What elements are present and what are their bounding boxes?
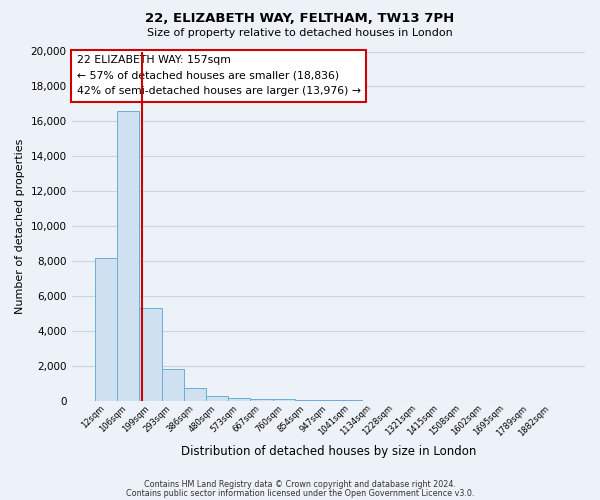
Bar — [139, 308, 161, 400]
Text: Contains HM Land Registry data © Crown copyright and database right 2024.: Contains HM Land Registry data © Crown c… — [144, 480, 456, 489]
Y-axis label: Number of detached properties: Number of detached properties — [15, 138, 25, 314]
Bar — [161, 370, 184, 400]
Text: 22, ELIZABETH WAY, FELTHAM, TW13 7PH: 22, ELIZABETH WAY, FELTHAM, TW13 7PH — [145, 12, 455, 26]
Bar — [184, 388, 206, 400]
Bar — [250, 399, 273, 400]
Text: Contains public sector information licensed under the Open Government Licence v3: Contains public sector information licen… — [126, 488, 474, 498]
Bar — [95, 258, 117, 400]
Bar — [206, 396, 228, 400]
Text: 22 ELIZABETH WAY: 157sqm
← 57% of detached houses are smaller (18,836)
42% of se: 22 ELIZABETH WAY: 157sqm ← 57% of detach… — [77, 55, 361, 96]
Bar — [117, 111, 139, 401]
X-axis label: Distribution of detached houses by size in London: Distribution of detached houses by size … — [181, 444, 476, 458]
Bar — [228, 398, 250, 400]
Text: Size of property relative to detached houses in London: Size of property relative to detached ho… — [147, 28, 453, 38]
